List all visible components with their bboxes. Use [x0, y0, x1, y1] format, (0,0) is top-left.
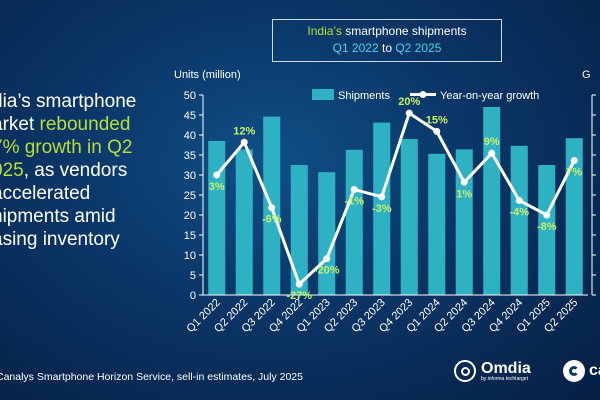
- y-tick-label: 50: [184, 90, 196, 102]
- headline-accent-growth: 7% growth in Q2: [0, 137, 133, 158]
- omdia-logo-subtext: by informa techtarget: [481, 375, 528, 382]
- footer-source: Canalys Smartphone Horizon Service, sell…: [0, 371, 303, 383]
- growth-point: [268, 204, 276, 212]
- bar-shipments: [208, 141, 226, 295]
- growth-line: [215, 111, 576, 286]
- headline-line-4: 025, as vendors: [0, 159, 162, 182]
- growth-data-label: 1%: [456, 188, 472, 200]
- y-tick-label: 35: [184, 150, 196, 162]
- headline-line-4-text: , as vendors: [23, 160, 128, 181]
- bar-shipments: [428, 153, 446, 295]
- y-tick-label: 30: [184, 170, 196, 182]
- growth-data-label: 7%: [566, 166, 582, 178]
- headline-accent-rebounded: rebounded: [39, 114, 131, 135]
- growth-data-label: 20%: [398, 96, 420, 108]
- growth-point: [488, 149, 496, 157]
- growth-data-label: -8%: [537, 221, 557, 233]
- chart-title-line-1: India’s smartphone shipments: [273, 23, 501, 40]
- y-tick-label: 10: [184, 250, 196, 262]
- growth-point: [515, 196, 523, 204]
- legend-swatch-growth-marker: [419, 91, 427, 98]
- bar-shipments: [483, 107, 501, 295]
- y-tick-label: 0: [190, 290, 196, 302]
- headline: dia’s smartphone arket rebounded 7% grow…: [0, 90, 162, 251]
- y-tick-label: 40: [184, 130, 196, 142]
- chart-title-end-period: Q2 2025: [395, 41, 442, 55]
- omdia-logo: Omdia by informa techtarget: [454, 360, 531, 382]
- growth-data-label: -4%: [509, 206, 529, 218]
- headline-line-2: arket rebounded: [0, 113, 162, 136]
- y-tick-label: 5: [190, 270, 196, 282]
- bar-shipments: [345, 149, 363, 295]
- canalys-logo-text: cana: [589, 362, 600, 379]
- growth-point: [213, 171, 221, 179]
- bar-shipments: [455, 149, 473, 295]
- canalys-logo: cana: [563, 360, 600, 382]
- growth-data-label: 12%: [233, 125, 255, 137]
- bar-shipments: [235, 149, 253, 295]
- growth-point: [323, 255, 331, 263]
- growth-point: [460, 178, 468, 186]
- bar-shipments: [290, 165, 308, 295]
- growth-data-label: -27%: [286, 290, 312, 302]
- growth-axis-label: G: [582, 69, 591, 81]
- headline-line-5: accelerated: [0, 183, 91, 204]
- growth-point: [378, 193, 386, 201]
- bar-shipments: [373, 122, 391, 295]
- headline-line-6: hipments amid: [0, 206, 116, 227]
- growth-data-label: -1%: [344, 196, 364, 208]
- omdia-logo-text: Omdia: [481, 359, 531, 377]
- bar-shipments: [565, 138, 583, 295]
- growth-point: [433, 127, 441, 135]
- y-axis-label: Units (million): [174, 69, 241, 81]
- canalys-logo-icon: [563, 360, 585, 382]
- headline-line-3: 7% growth in Q2: [0, 136, 162, 159]
- chart-title-start-period: Q1 2022: [332, 41, 379, 55]
- chart-title-rest: smartphone shipments: [341, 24, 467, 38]
- growth-data-label: 3%: [209, 181, 225, 193]
- chart-title-box: India’s smartphone shipments Q1 2022 to …: [272, 19, 502, 62]
- bar-shipments: [510, 145, 528, 295]
- chart-title-to: to: [378, 41, 396, 55]
- headline-line-7: asing inventory: [0, 229, 120, 250]
- growth-point: [350, 186, 358, 194]
- growth-point: [405, 109, 413, 117]
- chart-title-accent: India’s: [307, 24, 342, 38]
- bar-shipments: [400, 139, 418, 295]
- growth-point: [240, 138, 248, 146]
- omdia-logo-icon: [454, 360, 476, 382]
- y-tick-label: 15: [184, 230, 196, 242]
- legend-label-growth: Year-on-year growth: [440, 90, 539, 102]
- bar-shipments: [538, 165, 556, 295]
- growth-data-label: -20%: [314, 265, 340, 277]
- y-tick-label: 25: [184, 190, 196, 202]
- y-tick-label: 20: [184, 210, 196, 222]
- legend-swatch-shipments: [312, 89, 334, 100]
- headline-accent-year: 025: [0, 160, 24, 181]
- growth-data-label: 15%: [426, 114, 448, 126]
- growth-data-label: 9%: [484, 136, 500, 148]
- y-tick-label: 45: [184, 110, 196, 122]
- growth-point: [570, 156, 578, 164]
- growth-point: [295, 280, 303, 288]
- chart-title-line-2: Q1 2022 to Q2 2025: [273, 40, 501, 57]
- growth-data-label: -3%: [372, 203, 392, 215]
- growth-point: [543, 211, 551, 219]
- growth-data-label: -6%: [262, 214, 282, 226]
- headline-line-2-text: arket: [0, 114, 35, 135]
- legend-label-shipments: Shipments: [338, 90, 390, 102]
- headline-line-1: dia’s smartphone: [0, 91, 137, 112]
